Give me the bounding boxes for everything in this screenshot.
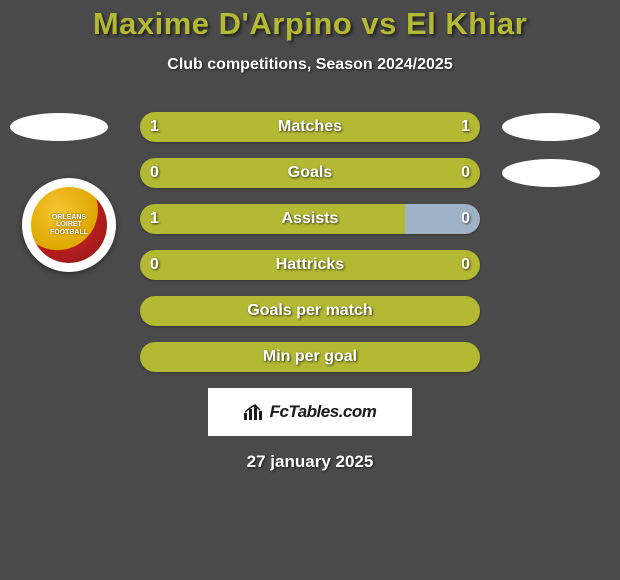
date-text: 27 january 2025 xyxy=(0,452,620,472)
attribution-text: FcTables.com xyxy=(270,402,377,422)
infographic-container: Maxime D'Arpino vs El Khiar Club competi… xyxy=(0,0,620,580)
stat-row: Min per goal xyxy=(0,342,620,372)
stat-row: 00Goals xyxy=(0,158,620,188)
player-left-oval xyxy=(10,113,108,141)
player-right-oval xyxy=(502,113,600,141)
stat-bar-left-fill xyxy=(140,342,480,372)
stat-value-left: 1 xyxy=(150,204,159,234)
stat-bar: 00Hattricks xyxy=(140,250,480,280)
stat-value-left: 0 xyxy=(150,158,159,188)
chart-icon xyxy=(244,404,264,420)
stat-value-right: 0 xyxy=(461,250,470,280)
stat-bar: Goals per match xyxy=(140,296,480,326)
stat-value-right: 0 xyxy=(461,158,470,188)
stat-bar: 10Assists xyxy=(140,204,480,234)
attribution-badge: FcTables.com xyxy=(208,388,412,436)
stat-bar-left-fill xyxy=(140,204,405,234)
page-title: Maxime D'Arpino vs El Khiar xyxy=(0,6,620,42)
club-badge: ORLEANS LOIRET FOOTBALL xyxy=(22,178,116,272)
stat-bar-left-fill xyxy=(140,158,480,188)
player-right-oval xyxy=(502,159,600,187)
stat-bar-left-fill xyxy=(140,112,480,142)
stat-value-left: 1 xyxy=(150,112,159,142)
stat-value-right: 1 xyxy=(461,112,470,142)
subtitle: Club competitions, Season 2024/2025 xyxy=(0,56,620,74)
stat-bar: 11Matches xyxy=(140,112,480,142)
stat-value-left: 0 xyxy=(150,250,159,280)
stat-bar-left-fill xyxy=(140,250,480,280)
club-badge-text: ORLEANS LOIRET FOOTBALL xyxy=(50,214,88,236)
stat-value-right: 0 xyxy=(461,204,470,234)
stat-bar: 00Goals xyxy=(140,158,480,188)
stat-row: Goals per match xyxy=(0,296,620,326)
club-badge-inner: ORLEANS LOIRET FOOTBALL xyxy=(31,187,107,263)
stat-bar-left-fill xyxy=(140,296,480,326)
stat-row: 11Matches xyxy=(0,112,620,142)
stat-bar: Min per goal xyxy=(140,342,480,372)
